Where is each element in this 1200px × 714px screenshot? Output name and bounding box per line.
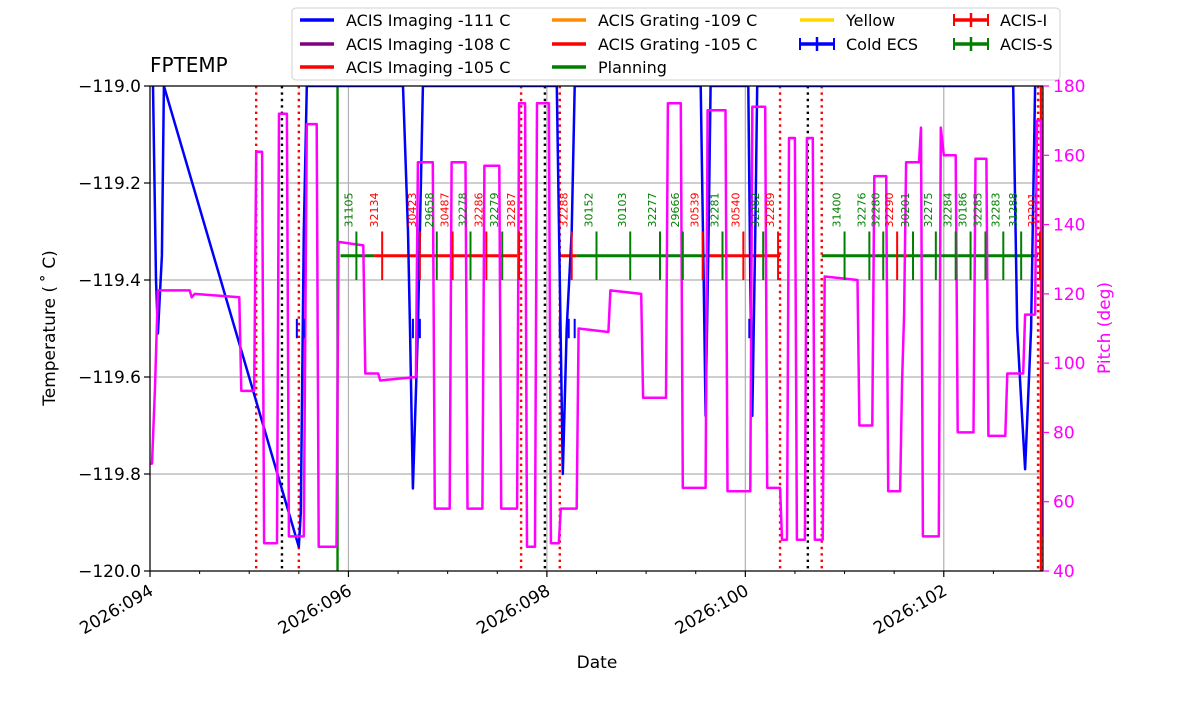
obsid-label: 32291: [1026, 193, 1039, 228]
y-tick-label: −119.4: [78, 271, 141, 291]
legend-label: ACIS-S: [1000, 35, 1053, 54]
obsid-label: 30423: [406, 193, 419, 228]
data-series: [150, 86, 1043, 549]
obsid-label: 32289: [764, 193, 777, 228]
series-line-pitch: [150, 102, 1043, 549]
y2-tick-label: 60: [1053, 493, 1075, 513]
obsid-label: 31105: [342, 193, 355, 228]
y2-tick-label: 140: [1053, 216, 1085, 236]
obsid-label: 32134: [368, 193, 381, 228]
series-line-fptemp: [151, 86, 1037, 549]
axes: 2026:094 2026:096 2026:098 2026:100 2026:102…: [76, 77, 1085, 639]
legend-label: ACIS Grating -105 C: [598, 35, 757, 54]
obsid-label: 32282: [749, 193, 762, 228]
legend-entry: ACIS Imaging -105 C: [300, 58, 510, 77]
chart-title: FPTEMP: [150, 53, 228, 77]
legend-entry: Cold ECS: [799, 35, 918, 54]
obsid-label: 32290: [883, 193, 896, 228]
x-tick-label: 2026:102: [870, 581, 951, 639]
y-tick-label: −119.0: [78, 77, 141, 97]
x-axis-label: Date: [577, 653, 618, 673]
legend-entry: ACIS Imaging -108 C: [300, 35, 510, 54]
y2-tick-label: 120: [1053, 285, 1085, 305]
legend-label: ACIS Imaging -111 C: [346, 11, 510, 30]
legend-entry: ACIS Grating -109 C: [552, 11, 757, 30]
x-tick-label: 2026:100: [672, 581, 753, 639]
y-tick-label: −119.6: [78, 368, 141, 388]
x-tick-label: 2026:098: [473, 581, 554, 639]
obsid-label: 30152: [583, 193, 596, 228]
y-tick-label: −120.0: [78, 562, 141, 582]
obsid-label: 32277: [646, 193, 659, 228]
obsid-label: 32288: [558, 193, 571, 228]
legend-label: Yellow: [845, 11, 895, 30]
obsid-label: 29658: [423, 193, 436, 228]
obsid-label: 30103: [616, 193, 629, 228]
obsid-label: 30186: [957, 193, 970, 228]
obsid-label: 32284: [942, 193, 955, 228]
y2-tick-label: 180: [1053, 77, 1085, 97]
y2-tick-label: 100: [1053, 354, 1085, 374]
legend-entry: ACIS Imaging -111 C: [300, 11, 510, 30]
y-tick-label: −119.8: [78, 465, 141, 485]
legend-entry: ACIS Grating -105 C: [552, 35, 757, 54]
obsid-label: 32283: [989, 193, 1002, 228]
obsid-label: 31288: [1007, 193, 1020, 228]
obsid-label: 30487: [439, 193, 452, 228]
obsid-label: 32280: [869, 193, 882, 228]
y2-tick-label: 40: [1053, 562, 1075, 582]
obsid-label: 32287: [505, 193, 518, 228]
obsid-label: 32286: [472, 193, 485, 228]
obsid-label: 30539: [689, 193, 702, 228]
obsid-label: 32279: [488, 193, 501, 228]
obsid-label: 30201: [899, 193, 912, 228]
legend-label: ACIS Imaging -108 C: [346, 35, 510, 54]
legend-entry: Planning: [552, 58, 667, 77]
obsid-label: 32278: [456, 193, 469, 228]
y2-axis-label: Pitch (deg): [1095, 282, 1115, 374]
obsid-label: 29666: [669, 193, 682, 228]
obsid-label: 32285: [971, 193, 984, 228]
legend: ACIS Imaging -111 C ACIS Imaging -108 C AC…: [291, 7, 1061, 81]
obsid-label: 32275: [922, 193, 935, 228]
obsid-label: 30540: [729, 193, 742, 228]
legend-label: Cold ECS: [846, 35, 918, 54]
legend-label: ACIS Grating -109 C: [598, 11, 757, 30]
x-tick-label: 2026:094: [76, 581, 157, 639]
legend-entry: ACIS-I: [953, 11, 1047, 30]
legend-entry: ACIS-S: [953, 35, 1053, 54]
y2-tick-label: 80: [1053, 423, 1075, 443]
x-tick-label: 2026:096: [275, 581, 356, 639]
obsid-labels: 31105 32134 30423 29658 30487 32278 32286 32279…: [342, 193, 1042, 280]
obsid-label: 31400: [831, 193, 844, 228]
legend-entry: Yellow: [800, 11, 895, 30]
y-axis-label: Temperature ( ˚ C): [39, 250, 60, 407]
y-tick-label: −119.2: [78, 174, 141, 194]
obsid-label: 32281: [709, 193, 722, 228]
legend-label: ACIS Imaging -105 C: [346, 58, 510, 77]
legend-label: ACIS-I: [1000, 11, 1047, 30]
obsid-label: 32276: [855, 193, 868, 228]
legend-label: Planning: [598, 58, 667, 77]
y2-tick-label: 160: [1053, 146, 1085, 166]
legend-box: [291, 7, 1061, 81]
